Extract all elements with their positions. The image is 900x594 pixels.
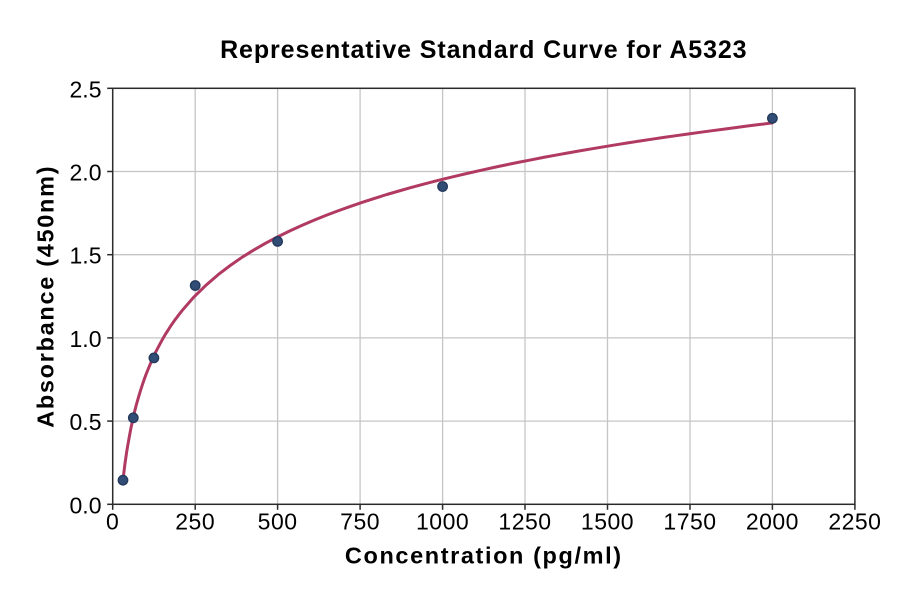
svg-text:1.5: 1.5 <box>70 243 102 269</box>
svg-text:0: 0 <box>106 509 119 535</box>
svg-text:1250: 1250 <box>498 509 551 535</box>
svg-text:750: 750 <box>340 509 380 535</box>
svg-text:0.5: 0.5 <box>70 409 102 435</box>
svg-text:1.0: 1.0 <box>70 326 102 352</box>
svg-text:2000: 2000 <box>746 509 799 535</box>
svg-text:0.0: 0.0 <box>70 492 102 518</box>
svg-text:1750: 1750 <box>663 509 716 535</box>
svg-text:2250: 2250 <box>828 509 881 535</box>
svg-text:Concentration (pg/ml): Concentration (pg/ml) <box>345 543 623 569</box>
svg-text:500: 500 <box>258 509 298 535</box>
svg-text:2.0: 2.0 <box>70 160 102 186</box>
svg-text:Absorbance (450nm): Absorbance (450nm) <box>32 165 58 428</box>
svg-text:Representative Standard Curve: Representative Standard Curve for A5323 <box>220 36 747 64</box>
svg-text:2.5: 2.5 <box>70 76 102 102</box>
svg-text:250: 250 <box>175 509 215 535</box>
svg-text:1000: 1000 <box>416 509 469 535</box>
svg-text:1500: 1500 <box>581 509 634 535</box>
